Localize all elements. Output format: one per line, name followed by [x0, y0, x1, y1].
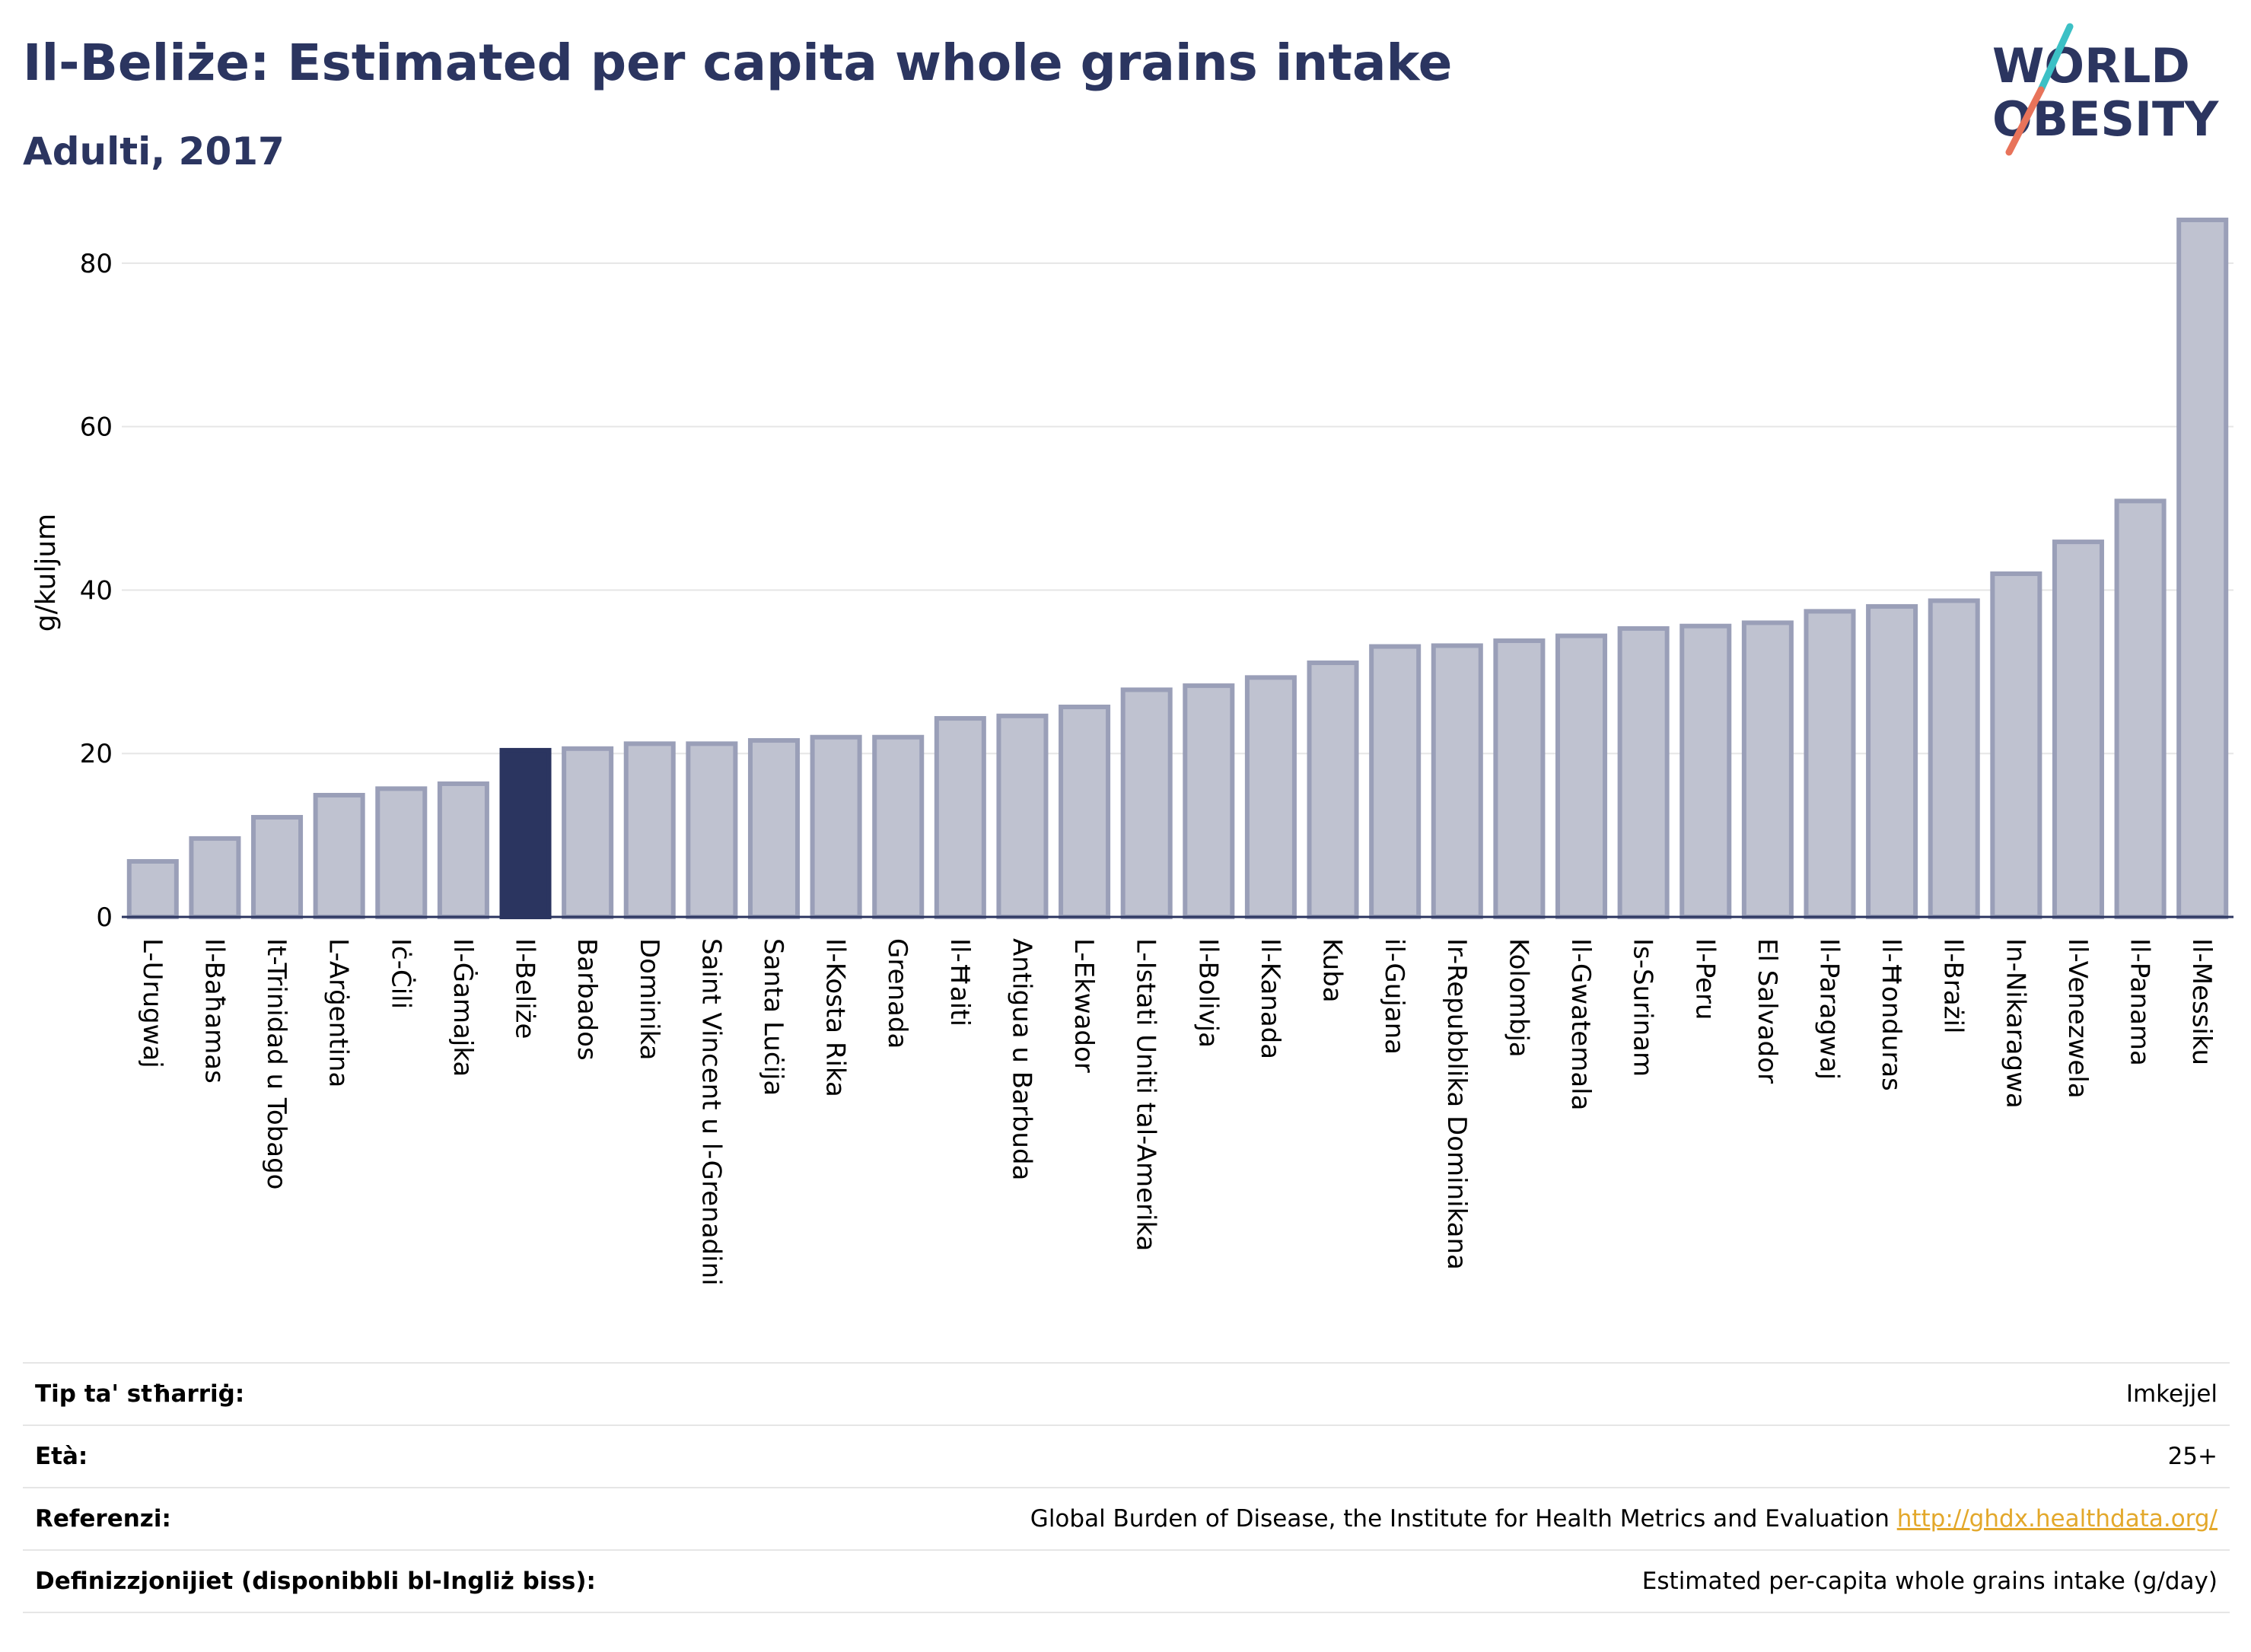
bar: [686, 741, 738, 919]
x-tick-label: Il-Kanada: [1255, 938, 1285, 1059]
x-tick-label: il-Gujana: [1379, 938, 1409, 1055]
x-tick-label: Il-Messiku: [2186, 938, 2217, 1065]
x-tick-label: Il-Gwatemala: [1565, 938, 1596, 1110]
bar: [1990, 571, 2042, 920]
y-tick-label: 60: [80, 412, 113, 443]
info-label: Referenzi:: [23, 1487, 742, 1550]
bar: [251, 814, 304, 920]
logo-word-obesity: OBESITY: [1992, 91, 2219, 147]
bar: [996, 713, 1049, 919]
bar: [189, 836, 241, 919]
x-tick-label: Ir-Repubblika Dominikana: [1441, 938, 1472, 1270]
bar: [1120, 687, 1173, 919]
bar: [1183, 683, 1235, 920]
y-axis-label: g/kuljum: [30, 514, 62, 632]
info-row-definitions: Definizzjonijiet (disponibbli bl-Ingliż …: [23, 1549, 2230, 1613]
y-tick-label: 20: [80, 739, 113, 769]
bar: [2052, 540, 2104, 920]
bar: [810, 734, 862, 919]
x-tick-label: Kolombja: [1503, 938, 1533, 1058]
y-tick-label: 40: [80, 575, 113, 606]
x-tick-label: Il-Brażil: [1938, 938, 1969, 1033]
bar: [1555, 633, 1608, 919]
x-tick-label: In-Nikaragwa: [2000, 938, 2030, 1109]
bar: [2114, 498, 2167, 919]
y-tick-label: 0: [96, 902, 113, 933]
x-tick-label: Saint Vincent u l-Grenadini: [696, 938, 726, 1286]
bar: [375, 786, 428, 920]
x-tick-label: L-Urugwaj: [137, 938, 167, 1068]
bar: [1059, 705, 1111, 919]
logo-slash-coral: [2005, 86, 2045, 156]
bar: [1431, 643, 1483, 920]
x-tick-label: Il-Panama: [2125, 938, 2155, 1066]
x-tick-label: Il-Paragwaj: [1813, 938, 1844, 1080]
x-tick-label: Il-Ħonduras: [1876, 938, 1906, 1091]
bar: [747, 738, 800, 920]
x-tick-label: Il-Beliże: [510, 938, 540, 1039]
bar-chart: 0 20 40 60 80 g/kuljum L-Urugwaj Il-Baħamas It-T…: [30, 217, 2233, 1286]
bar: [437, 781, 489, 919]
chart-subtitle: Adulti, 2017: [23, 129, 285, 173]
bar: [2176, 217, 2229, 919]
bar: [1804, 609, 1856, 919]
x-tick-label: Grenada: [882, 938, 912, 1049]
bar: [499, 747, 552, 919]
bar: [1617, 625, 1670, 919]
x-tick-label: Is-Surinam: [1628, 938, 1658, 1077]
x-tick-label: Il-Baħamas: [199, 938, 229, 1084]
bar: [1741, 620, 1794, 920]
x-tick-label: Santa Luċija: [758, 938, 788, 1096]
info-label: Definizzjonijiet (disponibbli bl-Ingliż …: [23, 1549, 742, 1613]
bar: [1493, 638, 1546, 920]
y-tick-label: 80: [80, 249, 113, 279]
info-value: 25+: [741, 1424, 2230, 1488]
x-tick-label: Barbados: [572, 938, 602, 1061]
info-row-age: Età: 25+: [23, 1424, 2230, 1488]
bar: [562, 746, 614, 920]
x-tick-label: L-Ekwador: [1068, 938, 1099, 1073]
x-tick-label: Iċ-Ċili: [385, 938, 416, 1009]
info-value: Global Burden of Disease, the Institute …: [1030, 1505, 1890, 1533]
x-tick-label: Dominika: [634, 938, 664, 1060]
bar: [1679, 623, 1732, 919]
x-tick-label: L-Arġentina: [323, 938, 354, 1087]
bar: [313, 792, 365, 919]
info-row-references: Referenzi: Global Burden of Disease, the…: [23, 1487, 2230, 1550]
info-value: Imkejjel: [741, 1362, 2230, 1425]
x-tick-label: It-Trinidad u Tobago: [261, 938, 291, 1189]
bar: [934, 716, 986, 919]
bar: [1369, 644, 1422, 919]
info-row-survey-type: Tip ta' stħarriġ: Imkejjel: [23, 1362, 2230, 1425]
bar: [1928, 598, 1980, 920]
bar: [1244, 675, 1297, 920]
bar: [623, 741, 676, 919]
bar: [126, 858, 179, 920]
x-tick-label: Il-Venezwela: [2062, 938, 2093, 1099]
x-tick-label: Kuba: [1317, 938, 1348, 1003]
bar: [1307, 660, 1359, 919]
x-tick-label: L-Istati Uniti tal-Amerika: [1131, 938, 1161, 1251]
info-label: Tip ta' stħarriġ:: [23, 1362, 742, 1425]
x-tick-label: Il-Ħaiti: [944, 938, 975, 1027]
logo-slash-teal: [2037, 23, 2074, 94]
bar: [872, 734, 925, 919]
info-value: Estimated per-capita whole grains intake…: [741, 1549, 2230, 1613]
world-obesity-logo: WORLD OBESITY: [1992, 23, 2219, 156]
reference-link[interactable]: http://ghdx.healthdata.org/: [1896, 1505, 2218, 1533]
info-table: Tip ta' stħarriġ: Imkejjel Età: 25+ Refe…: [23, 1362, 2230, 1613]
x-tick-label: Il-Ġamajka: [447, 938, 479, 1077]
bar: [1866, 603, 1918, 919]
info-label: Età:: [23, 1424, 742, 1488]
x-tick-label: El Salvador: [1752, 938, 1782, 1084]
chart-title: Il-Beliże: Estimated per capita whole gr…: [23, 33, 1453, 92]
x-tick-label: Antigua u Barbuda: [1006, 938, 1036, 1180]
x-tick-label: Il-Peru: [1689, 938, 1720, 1020]
logo-word-world: WORLD: [1992, 38, 2190, 94]
x-tick-label: Il-Bolivja: [1192, 938, 1223, 1048]
x-tick-label: Il-Kosta Rika: [820, 938, 851, 1097]
